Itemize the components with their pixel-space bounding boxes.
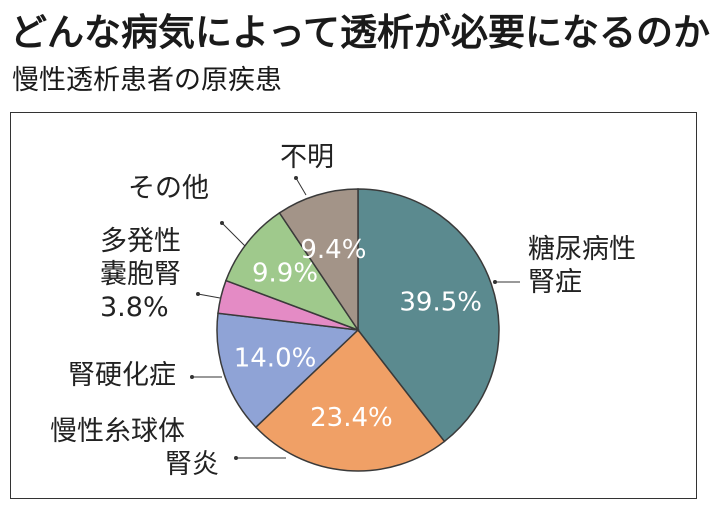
leader-dot bbox=[220, 221, 224, 225]
chart-title: どんな病気によって透析が必要になるのか bbox=[10, 11, 710, 54]
chart-subtitle: 慢性透析患者の原疾患 bbox=[12, 65, 282, 96]
leader-dot bbox=[196, 292, 200, 296]
category-label: 慢性糸球体 bbox=[50, 416, 185, 447]
category-label: 3.8% bbox=[100, 292, 169, 323]
slice-value-label: 14.0% bbox=[234, 344, 317, 374]
slice-value-label: 9.4% bbox=[300, 235, 366, 265]
slice-value-label: 23.4% bbox=[310, 403, 393, 433]
slice-value-label: 39.5% bbox=[399, 288, 482, 318]
leader-dot bbox=[234, 456, 238, 460]
slice-value-label: 9.9% bbox=[252, 258, 318, 288]
category-label: 不明 bbox=[280, 142, 334, 173]
pie-slice bbox=[278, 188, 359, 333]
pie-slice bbox=[224, 211, 360, 332]
category-label: 腎症 bbox=[528, 267, 582, 298]
category-label: 腎炎 bbox=[165, 449, 219, 480]
category-label: その他 bbox=[128, 173, 209, 204]
leader-line bbox=[221, 222, 246, 247]
category-label: 嚢胞腎 bbox=[100, 259, 181, 290]
leader-dot bbox=[190, 375, 194, 379]
pie-slice bbox=[357, 188, 500, 443]
pie-slice bbox=[254, 328, 446, 472]
leader-dot bbox=[294, 176, 298, 180]
category-label: 腎硬化症 bbox=[68, 360, 176, 391]
leader-line bbox=[197, 293, 221, 299]
pie-slice bbox=[216, 312, 360, 429]
leader-dot bbox=[493, 280, 497, 284]
chart-frame bbox=[10, 112, 697, 499]
category-label: 糖尿病性 bbox=[528, 234, 636, 265]
leader-line bbox=[295, 177, 307, 196]
category-label: 多発性 bbox=[100, 226, 181, 257]
